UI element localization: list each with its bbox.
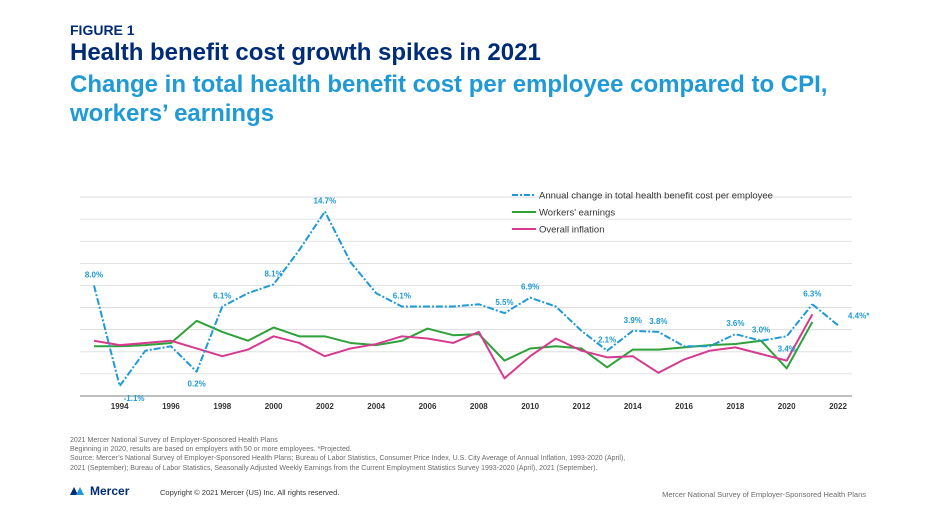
data-label: 3.8% <box>649 317 667 326</box>
chart-title: Health benefit cost growth spikes in 202… <box>70 39 541 66</box>
series-line <box>93 210 814 388</box>
data-label: 6.9% <box>521 283 539 292</box>
figure-label: FIGURE 1 <box>70 22 135 38</box>
footnote-line: Source: Mercer’s National Survey of Empl… <box>70 455 626 463</box>
data-label: 3.9% <box>624 316 642 325</box>
x-tick-label: 2018 <box>726 402 744 411</box>
data-label: 2.1% <box>598 336 616 345</box>
data-label: 8.1% <box>264 269 282 278</box>
data-label: 6.1% <box>213 291 231 300</box>
logo-text: Mercer <box>90 484 130 498</box>
data-label: 3.0% <box>752 326 770 335</box>
x-tick-label: 2016 <box>675 402 693 411</box>
x-tick-label: 2020 <box>778 402 796 411</box>
x-tick-label: 2012 <box>573 402 591 411</box>
data-label: 8.0% <box>85 270 103 279</box>
mercer-logo: Mercer <box>70 484 129 498</box>
x-tick-label: 2004 <box>367 402 385 411</box>
x-tick-label: 1994 <box>111 402 129 411</box>
x-tick-label: 2002 <box>316 402 334 411</box>
footnote-line: Beginning in 2020, results are based on … <box>70 446 352 454</box>
data-label: 6.1% <box>393 291 411 300</box>
x-tick-label: 2006 <box>419 402 437 411</box>
x-tick-label: 2014 <box>624 402 642 411</box>
legend-label: Annual change in total health benefit co… <box>539 191 773 202</box>
x-tick-label: 1998 <box>213 402 231 411</box>
data-label: 5.5% <box>495 298 513 307</box>
legend-label: Overall inflation <box>539 225 604 236</box>
data-label: 4.4%* <box>848 311 870 320</box>
chart-subtitle: Change in total health benefit cost per … <box>70 71 828 127</box>
series-line <box>93 313 814 380</box>
x-tick-label: 2010 <box>521 402 539 411</box>
data-label: 3.4% <box>778 344 796 353</box>
copyright-text: Copyright © 2021 Mercer (US) Inc. All ri… <box>160 488 340 497</box>
mercer-logo-icon <box>70 487 84 495</box>
x-tick-label: 2022 <box>829 402 847 411</box>
data-label: 0.2% <box>188 380 206 389</box>
footnote-line: 2021 Mercer National Survey of Employer-… <box>70 437 278 444</box>
x-tick-label: 1996 <box>162 402 180 411</box>
footnote-line: 2021 (September); Bureau of Labor Statis… <box>70 464 598 472</box>
data-label: 6.3% <box>803 289 821 298</box>
data-label: -1.1% <box>124 394 145 403</box>
footer-source-text: Mercer National Survey of Employer-Spons… <box>662 490 866 499</box>
projected-line <box>811 303 839 327</box>
x-tick-label: 2000 <box>265 402 283 411</box>
footnotes: 2021 Mercer National Survey of Employer-… <box>70 436 625 473</box>
data-label: 3.6% <box>726 319 744 328</box>
x-tick-label: 2008 <box>470 402 488 411</box>
data-label: 14.7% <box>314 196 337 205</box>
legend-label: Workers' earnings <box>539 208 615 219</box>
